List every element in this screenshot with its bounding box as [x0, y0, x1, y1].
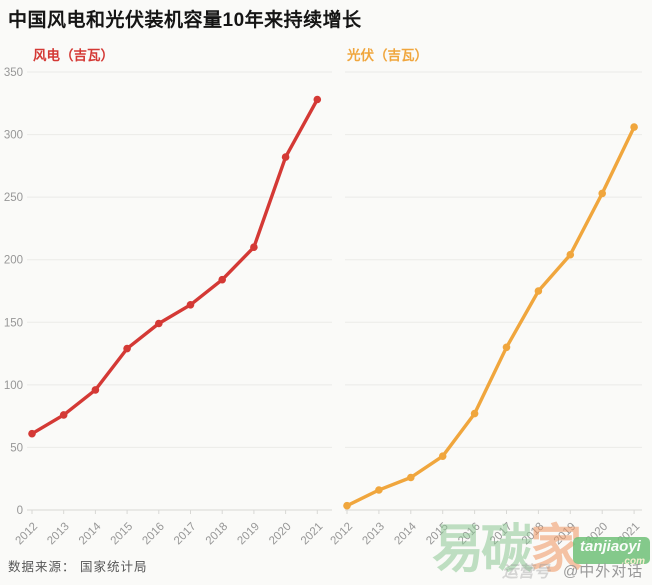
solar-data-point — [438, 452, 447, 461]
solar-data-point — [343, 501, 351, 510]
solar-data-point — [598, 189, 606, 198]
y-axis-tick-label: 50 — [10, 442, 23, 454]
x-axis-tick-label: 2020 — [584, 521, 611, 548]
x-axis-tick-label: 2012 — [329, 521, 356, 548]
wind-line — [30, 97, 319, 436]
x-axis-tick-label: 2013 — [360, 521, 387, 548]
wind-data-point — [186, 301, 195, 309]
x-axis-tick-label: 2013 — [45, 521, 72, 548]
x-axis-tick-label: 2017 — [172, 521, 199, 548]
wind-data-point — [91, 386, 100, 394]
solar-line — [345, 125, 636, 508]
y-axis-tick-label: 200 — [4, 255, 23, 267]
x-axis-tick-label: 2016 — [140, 521, 167, 548]
y-axis-tick-label: 150 — [4, 317, 23, 329]
wind-data-point — [28, 429, 36, 438]
x-axis-tick-label: 2012 — [14, 521, 41, 548]
x-axis-tick-label: 2018 — [204, 521, 231, 548]
solar-chart-title: 光伏（吉瓦） — [347, 48, 428, 63]
wind-data-point — [313, 95, 322, 104]
wind-data-point — [281, 153, 290, 161]
x-axis-tick-label: 2015 — [424, 521, 451, 548]
wind-data-point — [59, 411, 68, 419]
x-axis-tick-label: 2021 — [616, 521, 643, 548]
wind-data-point — [123, 344, 131, 353]
x-axis-tick-label: 2014 — [392, 520, 419, 547]
x-axis-tick-label: 2019 — [552, 521, 579, 548]
solar-data-point — [375, 486, 383, 494]
y-axis-tick-label: 250 — [4, 192, 23, 204]
wind-data-point — [155, 319, 163, 328]
y-axis-tick-label: 350 — [4, 67, 23, 79]
wind-data-point — [218, 275, 226, 284]
solar-data-point — [566, 250, 575, 259]
y-axis-tick-label: 300 — [4, 130, 23, 142]
solar-data-point — [470, 409, 479, 418]
wind-chart-title: 风电（吉瓦） — [33, 48, 114, 63]
wind-data-point — [250, 243, 258, 251]
solar-data-point — [630, 123, 638, 131]
solar-data-point — [534, 287, 543, 295]
y-axis-tick-label: 100 — [4, 380, 23, 392]
solar-data-point — [407, 473, 415, 482]
solar-data-point — [502, 343, 511, 352]
solar-chart: 2012 2013 2014 2015 2016 2017 2018 2019 2020 2021 — [329, 71, 643, 548]
x-axis-tick-label: 2015 — [109, 521, 136, 548]
x-axis-tick-label: 2014 — [77, 520, 104, 547]
x-axis-tick-label: 2016 — [456, 521, 483, 548]
y-axis-tick-label: 0 — [17, 505, 23, 517]
figure-title: 中国风电和光伏装机容量10年来持续增长 — [8, 10, 362, 31]
x-axis-tick-label: 2019 — [235, 521, 262, 548]
x-axis-tick-label: 2021 — [299, 521, 326, 548]
data-source-note: 数据来源： 国家统计局 — [8, 560, 148, 574]
x-axis-tick-label: 2018 — [520, 521, 547, 548]
x-axis-tick-label: 2017 — [488, 521, 515, 548]
x-axis-tick-label: 2020 — [267, 521, 294, 548]
